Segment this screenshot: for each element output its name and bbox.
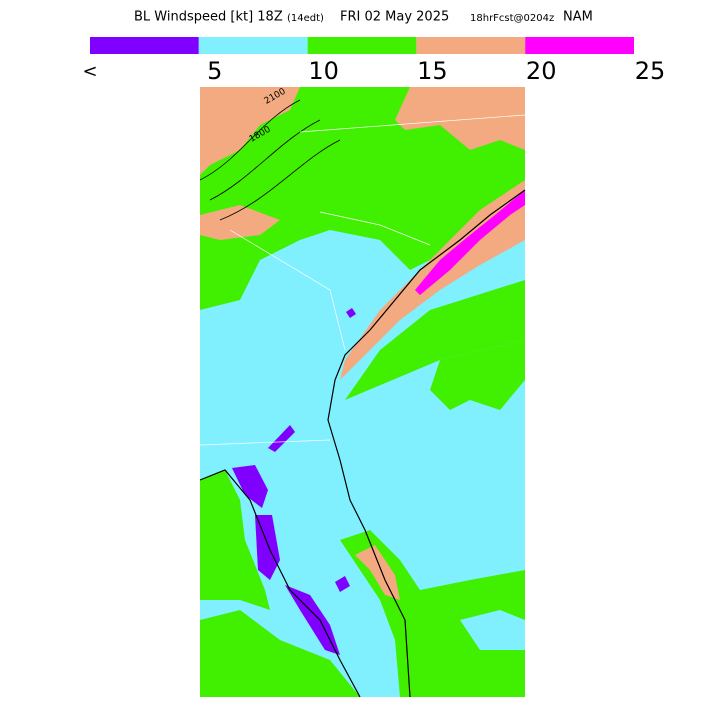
title-edt: (14edt)	[287, 13, 324, 24]
title-fcst: 18hrFcst@0204z	[470, 13, 554, 24]
legend: <5 10 15 20 25	[82, 37, 665, 85]
field-purple	[335, 576, 350, 592]
field-purple	[285, 585, 340, 655]
field-peach	[200, 205, 280, 240]
field-green	[200, 610, 360, 697]
field-purple	[255, 515, 280, 580]
legend-label: 5	[207, 57, 222, 85]
field-magenta	[415, 190, 525, 295]
legend-swatch	[525, 37, 634, 54]
legend-swatch	[90, 37, 199, 54]
field-purple	[268, 425, 295, 452]
title: BL Windspeed [kt] 18Z (14edt) FRI 02 May…	[134, 10, 593, 25]
state-border	[199, 114, 526, 446]
field-peach	[200, 87, 300, 175]
contour	[199, 99, 341, 221]
legend-swatch	[416, 37, 526, 54]
legend-label: 20	[526, 57, 557, 85]
title-date: FRI 02 May 2025	[340, 10, 449, 25]
legend-label: 25	[635, 57, 666, 85]
field-green	[430, 340, 525, 410]
legend-swatch	[307, 37, 417, 54]
field-peach	[395, 87, 525, 150]
field-green	[200, 470, 270, 610]
field-cyan	[460, 610, 525, 650]
field-purple	[346, 308, 356, 318]
map-field	[200, 87, 525, 697]
legend-label: 10	[308, 57, 339, 85]
title-model: NAM	[563, 10, 593, 25]
legend-swatch	[198, 37, 308, 54]
field-green	[345, 280, 525, 400]
title-main: BL Windspeed [kt] 18Z	[134, 10, 283, 25]
coastline	[199, 469, 361, 698]
coastline	[327, 189, 526, 698]
field-purple	[232, 465, 268, 508]
legend-label: <	[82, 61, 97, 82]
legend-label: 15	[417, 57, 448, 85]
